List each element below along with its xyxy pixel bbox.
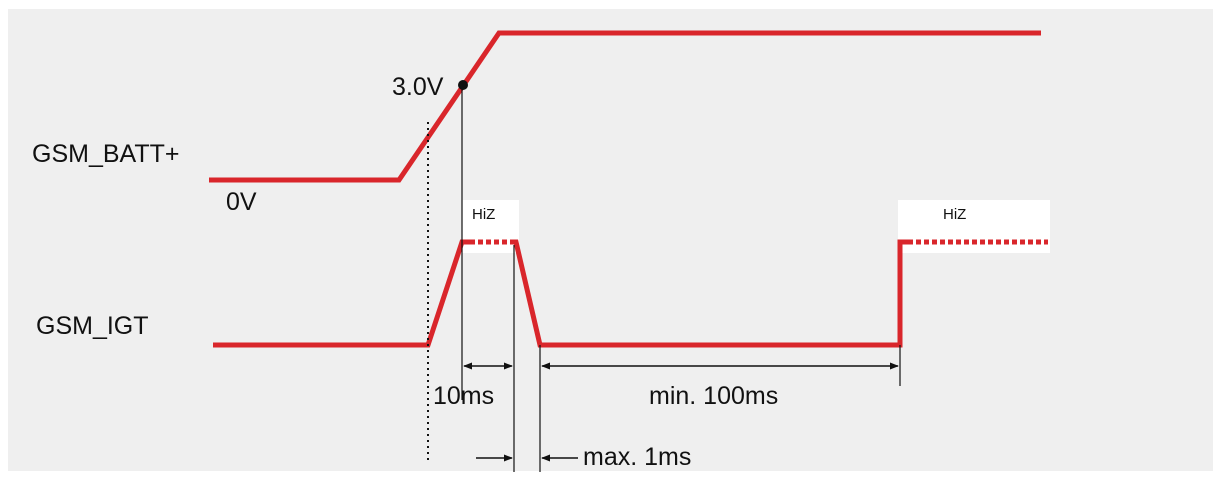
hiz-label-1: HiZ (472, 206, 495, 223)
threshold-point (458, 80, 468, 90)
zero-volt-label: 0V (226, 188, 257, 216)
igt-waveform-rise (213, 239, 470, 348)
igt-waveform-fall (510, 239, 908, 348)
duration-10ms-label: 10ms (433, 382, 494, 410)
batt-signal-label: GSM_BATT+ (32, 140, 180, 168)
hiz-label-2: HiZ (943, 206, 966, 223)
duration-min100ms-label: min. 100ms (649, 382, 778, 410)
batt-waveform (209, 30, 1041, 183)
igt-signal-label: GSM_IGT (36, 312, 149, 340)
threshold-label: 3.0V (392, 73, 444, 101)
duration-max1ms-label: max. 1ms (583, 443, 691, 471)
hiz-box-2 (898, 200, 1050, 253)
